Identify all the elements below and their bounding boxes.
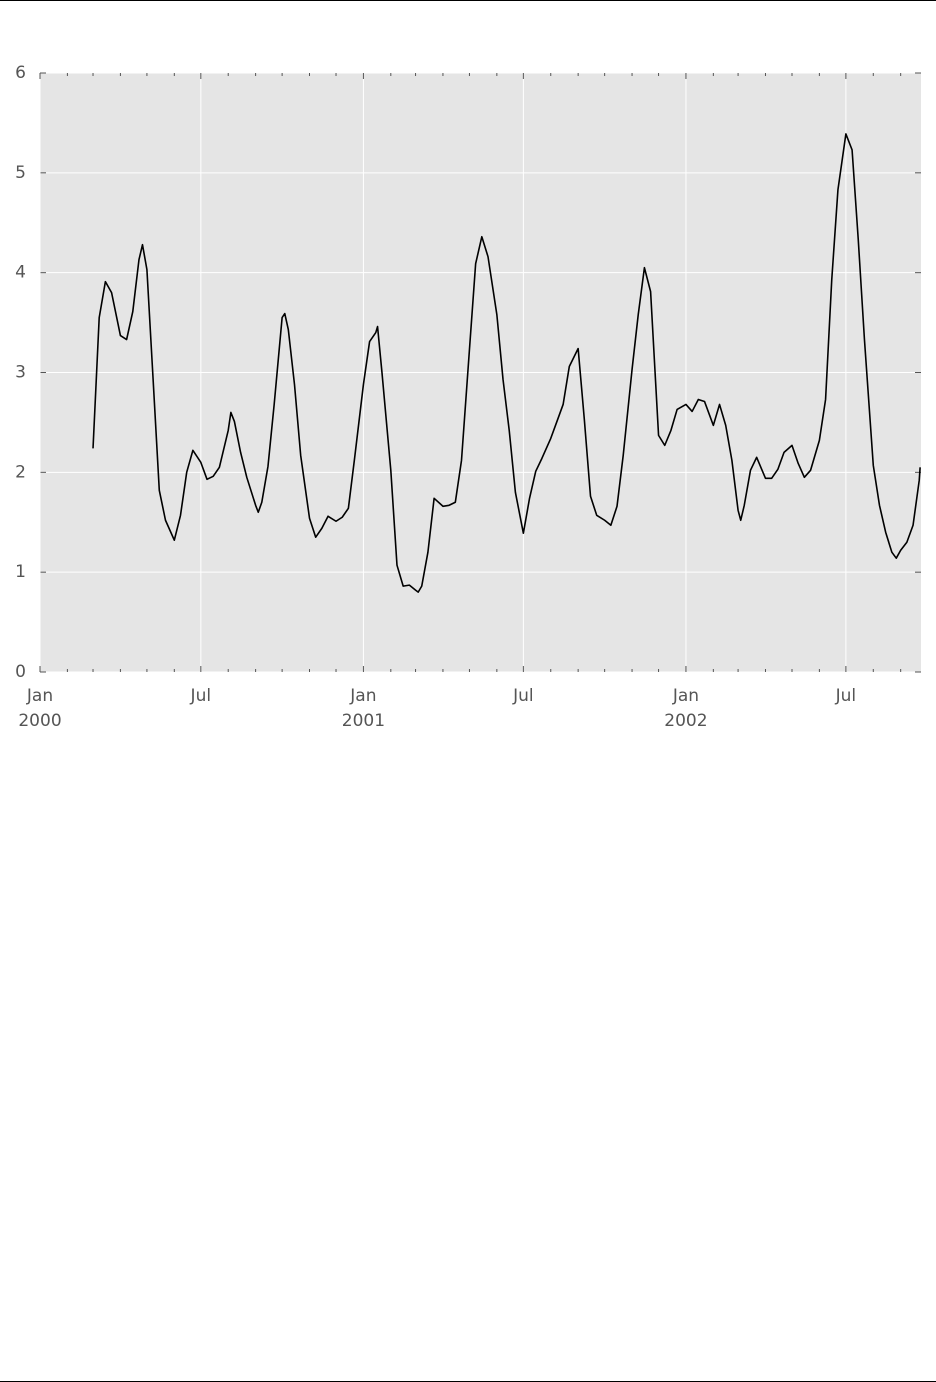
y-tick-label: 2 — [15, 462, 26, 482]
y-tick-label: 0 — [15, 662, 26, 682]
y-tick-label: 6 — [15, 63, 26, 83]
x-tick-label: Jul — [190, 686, 212, 706]
data-line — [92, 133, 921, 593]
y-tick-label: 1 — [15, 562, 26, 582]
y-tick-label: 3 — [15, 363, 26, 383]
x-tick-label: Jul — [835, 686, 857, 706]
y-tick-label: 4 — [15, 263, 26, 283]
x-tick-label: Jan 2001 — [341, 686, 386, 731]
y-tick-label: 5 — [15, 163, 26, 183]
x-tick-label: Jan 2002 — [664, 686, 708, 731]
x-tick-label: Jul — [513, 686, 534, 706]
x-tick-label: Jan 2000 — [18, 686, 62, 731]
